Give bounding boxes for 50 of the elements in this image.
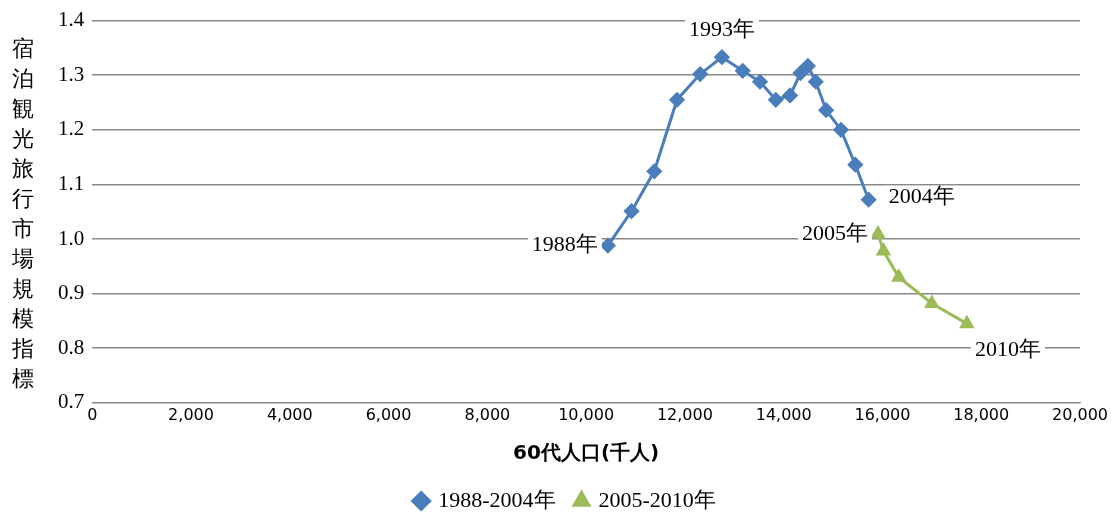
annotation: 2010年 — [974, 336, 1041, 362]
point — [876, 243, 891, 256]
annotation: 2005年 — [802, 219, 869, 245]
annotation: 1988年 — [531, 231, 598, 257]
x-tick-label: 14,000 — [755, 404, 812, 424]
point — [768, 92, 784, 108]
point — [646, 163, 662, 179]
y-tick-label: 0.7 — [58, 389, 85, 414]
point — [600, 238, 616, 254]
y-tick-label: 1.1 — [58, 170, 85, 195]
y-tick-label: 0.8 — [58, 334, 85, 359]
point — [960, 316, 974, 329]
x-tick-label: 4,000 — [266, 404, 313, 424]
point — [833, 122, 849, 138]
point — [782, 87, 798, 103]
point — [714, 49, 730, 65]
point — [818, 102, 834, 118]
point — [692, 66, 708, 82]
x-tick-label: 0 — [87, 404, 98, 424]
x-tick-label: 12,000 — [656, 404, 713, 424]
point — [800, 58, 816, 74]
x-tick-label: 16,000 — [854, 404, 911, 424]
point — [861, 192, 877, 208]
x-tick-label: 8,000 — [464, 404, 511, 424]
text: 宿泊観光旅行市場規模指標 — [12, 36, 34, 391]
point — [669, 92, 685, 108]
point — [847, 157, 863, 173]
annotation: 1993年 — [688, 15, 755, 41]
point — [735, 63, 751, 79]
point — [892, 269, 906, 282]
y-tick-label: 1.2 — [58, 116, 85, 141]
x-tick-label: 6,000 — [365, 404, 412, 424]
x-axis-title: 60代人口(千人) — [513, 440, 660, 465]
legend-label: 2005-2010年 — [598, 486, 716, 512]
point — [808, 74, 824, 90]
y-tick-label: 1.4 — [58, 7, 85, 32]
y-tick-label: 1.0 — [58, 225, 85, 250]
x-tick-label: 18,000 — [953, 404, 1010, 424]
y-tick-label: 1.3 — [58, 61, 85, 86]
x-tick-label: 2,000 — [168, 404, 214, 424]
x-tick-label: 20,000 — [1052, 404, 1108, 424]
point — [792, 65, 808, 81]
legend-label: 1988-2004年 — [438, 486, 556, 512]
annotation: 2004年 — [888, 183, 955, 209]
point — [925, 295, 939, 308]
point — [871, 226, 885, 239]
point — [752, 74, 768, 90]
y-tick-label: 0.9 — [58, 280, 85, 305]
x-tick-label: 10,000 — [558, 404, 615, 424]
point — [624, 203, 640, 219]
